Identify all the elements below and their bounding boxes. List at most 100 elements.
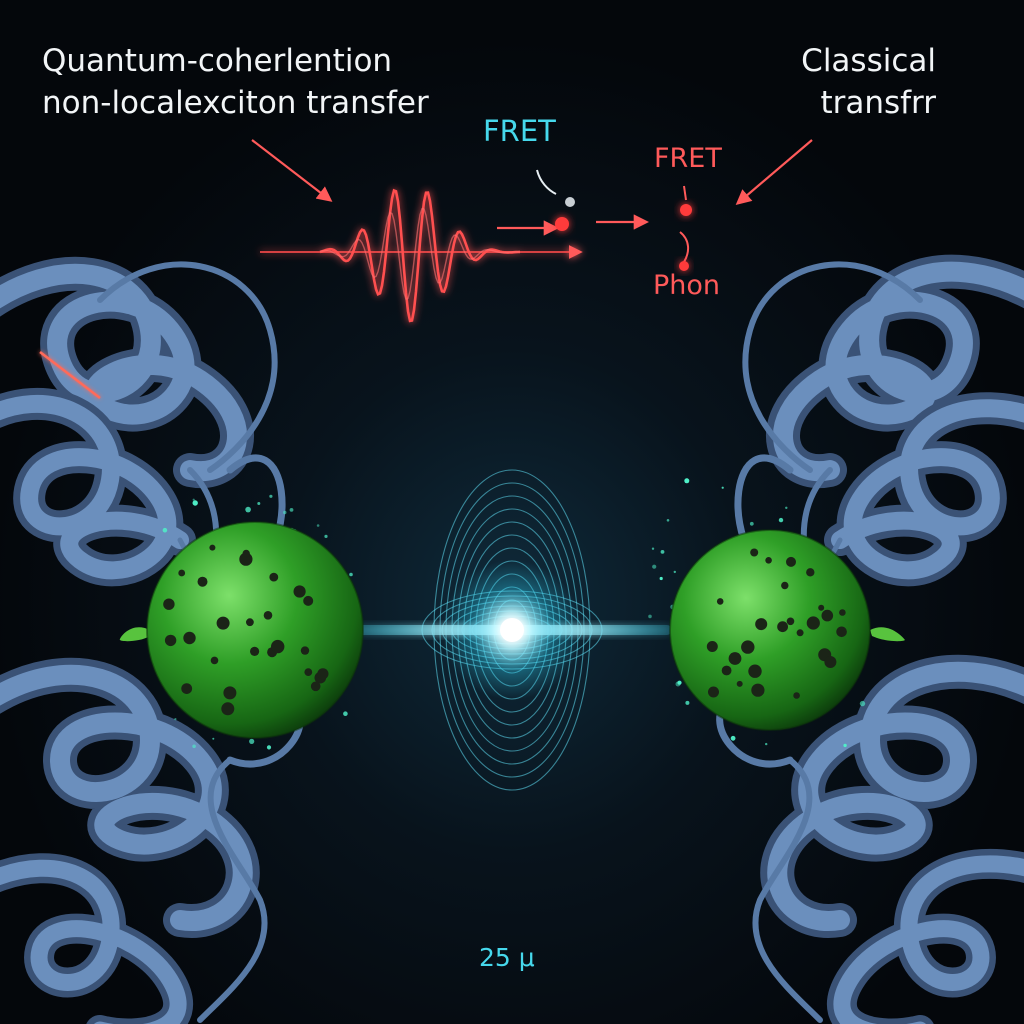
right-chromophore (669, 529, 905, 731)
quantum-heading: Quantum-coherlention non-localexciton tr… (42, 40, 429, 124)
surface-pore (271, 639, 285, 654)
surface-pore (821, 609, 834, 622)
classical-dot-bottom (679, 261, 689, 271)
surface-pore (239, 552, 253, 566)
classical-heading-line-1: Classical (801, 43, 936, 79)
fret-quantum-label: FRET (483, 114, 556, 148)
classical-dot-top (680, 204, 692, 216)
phonon-link (679, 231, 690, 263)
sparkle-particle (174, 718, 177, 721)
left-protein-ribbon (0, 256, 304, 1024)
sparkle-particle (673, 570, 676, 574)
surface-pore (716, 598, 724, 605)
surface-pore (806, 616, 820, 630)
surface-pore (755, 618, 768, 631)
quantum-wave (260, 188, 583, 323)
surface-pore (210, 656, 219, 665)
surface-pore (178, 569, 186, 577)
energy-core-center (500, 618, 524, 642)
classical-heading: Classical transfrr (801, 40, 936, 124)
surface-pore (221, 702, 235, 716)
left-pointer-arrow (251, 139, 333, 202)
sparkle-particle (162, 527, 168, 533)
surface-pore (708, 686, 719, 698)
sparkle-particle (721, 486, 724, 489)
surface-pore (836, 626, 847, 638)
surface-pore (765, 557, 772, 564)
surface-pore (197, 576, 208, 587)
surface-pore (777, 621, 788, 633)
right-pointer-arrow (735, 139, 813, 205)
red-exciton-dot (555, 217, 569, 231)
surface-pore (304, 668, 313, 676)
surface-pore (806, 568, 815, 577)
surface-pore (750, 548, 759, 557)
sparkle-particle (730, 735, 736, 741)
sparkle-particle (283, 510, 287, 515)
surface-pore (269, 572, 279, 582)
sparkle-particle (212, 737, 215, 740)
surface-pore (223, 686, 237, 700)
sparkle-particle (324, 534, 328, 539)
sparkle-particle (192, 744, 196, 749)
surface-pore (793, 692, 800, 699)
sparkle-particle (677, 680, 682, 685)
sparkle-particle (843, 743, 847, 748)
sparkle-particle (245, 506, 251, 513)
sparkle-particle (316, 524, 320, 527)
surface-pore (216, 616, 230, 630)
surface-pore (751, 683, 765, 697)
surface-pore (741, 640, 755, 654)
surface-pore (781, 581, 789, 590)
left-chromophore (119, 521, 364, 739)
fret-curve (536, 169, 557, 195)
sparkle-particle (192, 498, 195, 501)
sparkle-particle (666, 519, 670, 522)
surface-pore (263, 611, 273, 620)
surface-pore (786, 617, 795, 626)
surface-pore (736, 680, 743, 687)
sparkle-particle (785, 506, 788, 509)
sparkle-particle (249, 738, 255, 745)
sparkle-particle (749, 521, 754, 526)
surface-pore (839, 609, 846, 616)
surface-pore (303, 595, 314, 606)
surface-pore (300, 646, 310, 655)
surface-pore (310, 681, 321, 692)
quantum-heading-line-2: non-localexciton transfer (42, 85, 429, 121)
sparkle-particle (257, 502, 261, 505)
sparkle-particle (659, 576, 663, 581)
surface-pore (209, 544, 216, 551)
surface-pore (706, 641, 718, 652)
sparkle-particle (859, 700, 866, 707)
sparkle-particle (343, 711, 348, 716)
grey-dot (565, 197, 575, 207)
fret-link (683, 185, 687, 201)
surface-pore (164, 634, 177, 647)
sparkle-particle (765, 742, 768, 746)
surface-pore (181, 683, 193, 694)
sparkle-particle (192, 500, 198, 506)
sparkle-particle (660, 550, 665, 554)
surface-pore (796, 629, 804, 637)
surface-pore (818, 604, 825, 611)
surface-pore (748, 664, 762, 678)
surface-pore (242, 549, 250, 558)
surface-pore (728, 652, 742, 665)
surface-pore (183, 631, 196, 645)
scale-label: 25 μ (479, 943, 535, 972)
sparkle-particle (349, 572, 353, 577)
quantum-heading-line-1: Quantum-coherlention (42, 43, 393, 79)
surface-pore (246, 618, 254, 627)
fret-classical-label: FRET (654, 143, 722, 174)
sparkle-particle (266, 745, 272, 750)
sparkle-particle (651, 547, 655, 550)
surface-pore (250, 646, 260, 657)
surface-pore (786, 556, 796, 567)
surface-pore (293, 585, 306, 598)
phonon-label: Phon (653, 270, 721, 301)
sparkle-particle (289, 508, 294, 512)
sparkle-particle (648, 614, 652, 619)
